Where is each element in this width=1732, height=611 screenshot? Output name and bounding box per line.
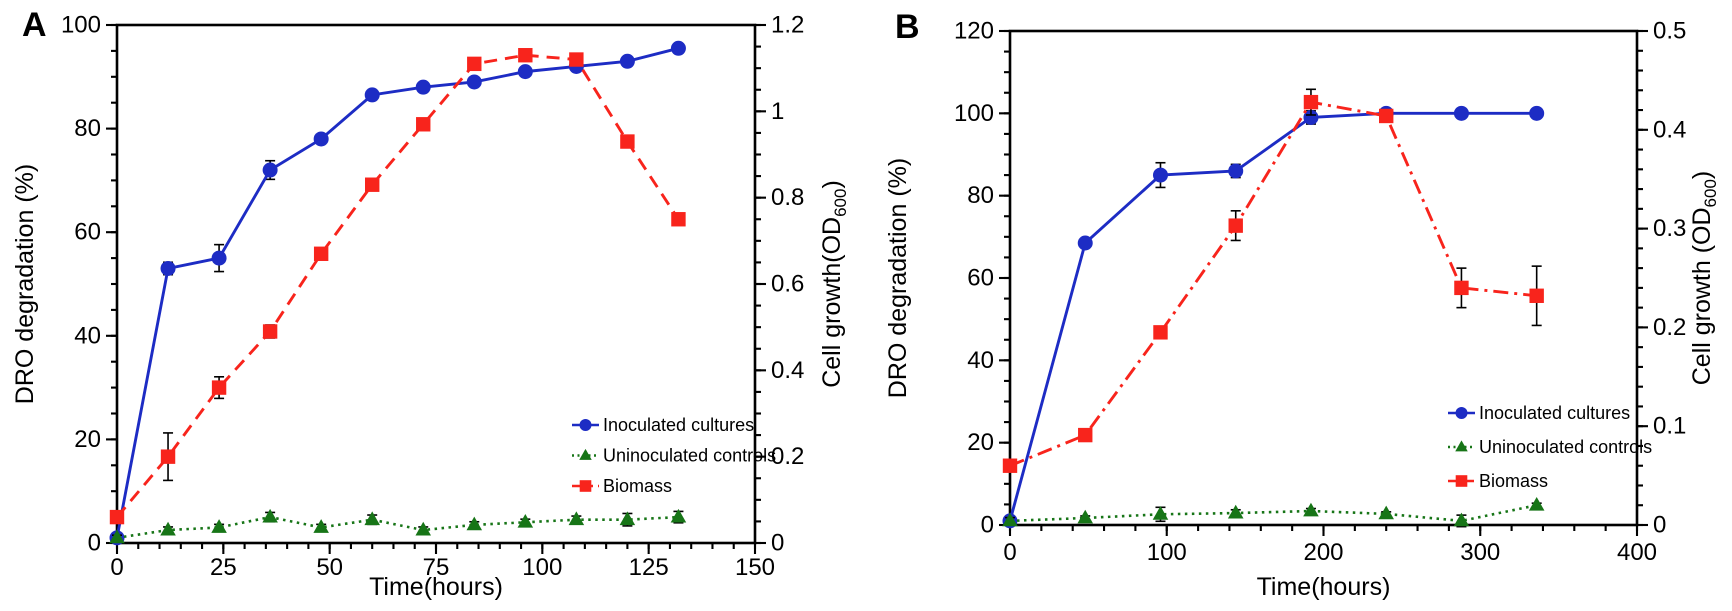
x-axis-title: Time(hours) (369, 573, 503, 601)
svg-text:0.1: 0.1 (1653, 413, 1686, 440)
svg-text:100: 100 (954, 100, 994, 127)
x-axis-title: Time(hours) (1257, 573, 1391, 601)
axis-ticks (106, 23, 766, 554)
panel-b-chart: 0 100 200 300 40002040608010012000.10.20.30.… (884, 18, 1720, 602)
svg-text:0.5: 0.5 (1653, 18, 1686, 45)
svg-text:Inoculated cultures: Inoculated cultures (1479, 403, 1630, 423)
svg-text:1: 1 (771, 98, 784, 125)
svg-text:0.3: 0.3 (1653, 215, 1686, 242)
legend-item-biomass: Biomass (1448, 471, 1548, 491)
series-biomass (1002, 88, 1544, 473)
error-bars (112, 50, 684, 523)
tick-labels: 0 100 200 300 40002040608010012000.10.20.30.… (954, 18, 1686, 566)
svg-text:20: 20 (967, 429, 994, 456)
series-uninoculated-controls (1002, 496, 1545, 528)
legend-item-uninoculated-controls: Uninoculated controls (1448, 437, 1652, 457)
y-axis-left-title: DRO degradation (%) (11, 164, 39, 404)
y-axis-right-title: Cell growth(OD600) (818, 180, 850, 388)
series-inoculated-cultures (1002, 105, 1545, 529)
svg-text:40: 40 (967, 347, 994, 374)
svg-text:400: 400 (1617, 539, 1657, 566)
svg-text:125: 125 (629, 554, 669, 581)
svg-text:40: 40 (74, 322, 101, 349)
svg-text:0: 0 (771, 530, 784, 557)
svg-text:60: 60 (74, 219, 101, 246)
error-bars (1005, 108, 1542, 524)
legend: Inoculated cultures Uninoculated controls… (572, 415, 776, 496)
tick-labels: 0 25 50 75 100 125 15002040608010000.20.40.60.… (61, 12, 804, 581)
axis-ticks (999, 29, 1648, 536)
svg-text:80: 80 (967, 182, 994, 209)
svg-text:50: 50 (316, 554, 343, 581)
svg-text:Uninoculated controls: Uninoculated controls (1479, 437, 1652, 457)
y-axis-right-title: Cell growth (OD600) (1688, 171, 1720, 386)
legend: Inoculated cultures Uninoculated controls… (1448, 403, 1652, 491)
svg-text:Inoculated cultures: Inoculated cultures (603, 415, 754, 435)
svg-text:120: 120 (954, 18, 994, 45)
legend-item-inoculated-cultures: Inoculated cultures (572, 415, 754, 435)
svg-text:0.8: 0.8 (771, 184, 804, 211)
svg-text:1.2: 1.2 (771, 12, 804, 39)
panel-a-chart: 0 25 50 75 100 125 15002040608010000.20.40.60.… (11, 12, 850, 602)
svg-text:150: 150 (735, 554, 775, 581)
svg-text:0.6: 0.6 (771, 271, 804, 298)
svg-text:0: 0 (110, 554, 123, 581)
svg-text:0: 0 (88, 530, 101, 557)
svg-text:75: 75 (423, 554, 450, 581)
svg-text:0: 0 (1653, 512, 1666, 539)
svg-text:Biomass: Biomass (603, 476, 672, 496)
series-inoculated-cultures (109, 40, 686, 546)
svg-text:20: 20 (74, 426, 101, 453)
svg-text:0.4: 0.4 (771, 357, 804, 384)
svg-text:0: 0 (981, 512, 994, 539)
svg-text:300: 300 (1460, 539, 1500, 566)
panel-b-label: B (895, 8, 920, 46)
error-bars (112, 510, 684, 542)
svg-text:0.2: 0.2 (1653, 314, 1686, 341)
svg-text:0.4: 0.4 (1653, 116, 1686, 143)
svg-text:200: 200 (1303, 539, 1343, 566)
panel-b: B 0 100 200 300 400 0 20 40 60 80 100 120 0 0.1 0.2 0.3… (866, 0, 1732, 611)
error-bars (112, 43, 684, 542)
svg-text:25: 25 (210, 554, 237, 581)
svg-text:0.2: 0.2 (771, 443, 804, 470)
legend-item-inoculated-cultures: Inoculated cultures (1448, 403, 1630, 423)
svg-text:80: 80 (74, 115, 101, 142)
svg-text:100: 100 (1147, 539, 1187, 566)
svg-text:100: 100 (61, 12, 101, 39)
svg-text:100: 100 (522, 554, 562, 581)
series-uninoculated-controls (109, 508, 687, 544)
svg-text:Biomass: Biomass (1479, 471, 1548, 491)
series-biomass (109, 48, 686, 525)
panel-a-label: A (22, 6, 47, 44)
svg-text:60: 60 (967, 265, 994, 292)
svg-text:0: 0 (1003, 539, 1016, 566)
panel-a: A 0 25 50 75 100 125 150 0 20 40 60 80 100 0 0.2 0.4 0.6… (11, 6, 850, 602)
svg-text:Uninoculated controls: Uninoculated controls (603, 446, 776, 466)
legend-item-uninoculated-controls: Uninoculated controls (572, 446, 776, 466)
legend-item-biomass: Biomass (572, 476, 672, 496)
y-axis-left-title: DRO degradation (%) (884, 158, 912, 398)
